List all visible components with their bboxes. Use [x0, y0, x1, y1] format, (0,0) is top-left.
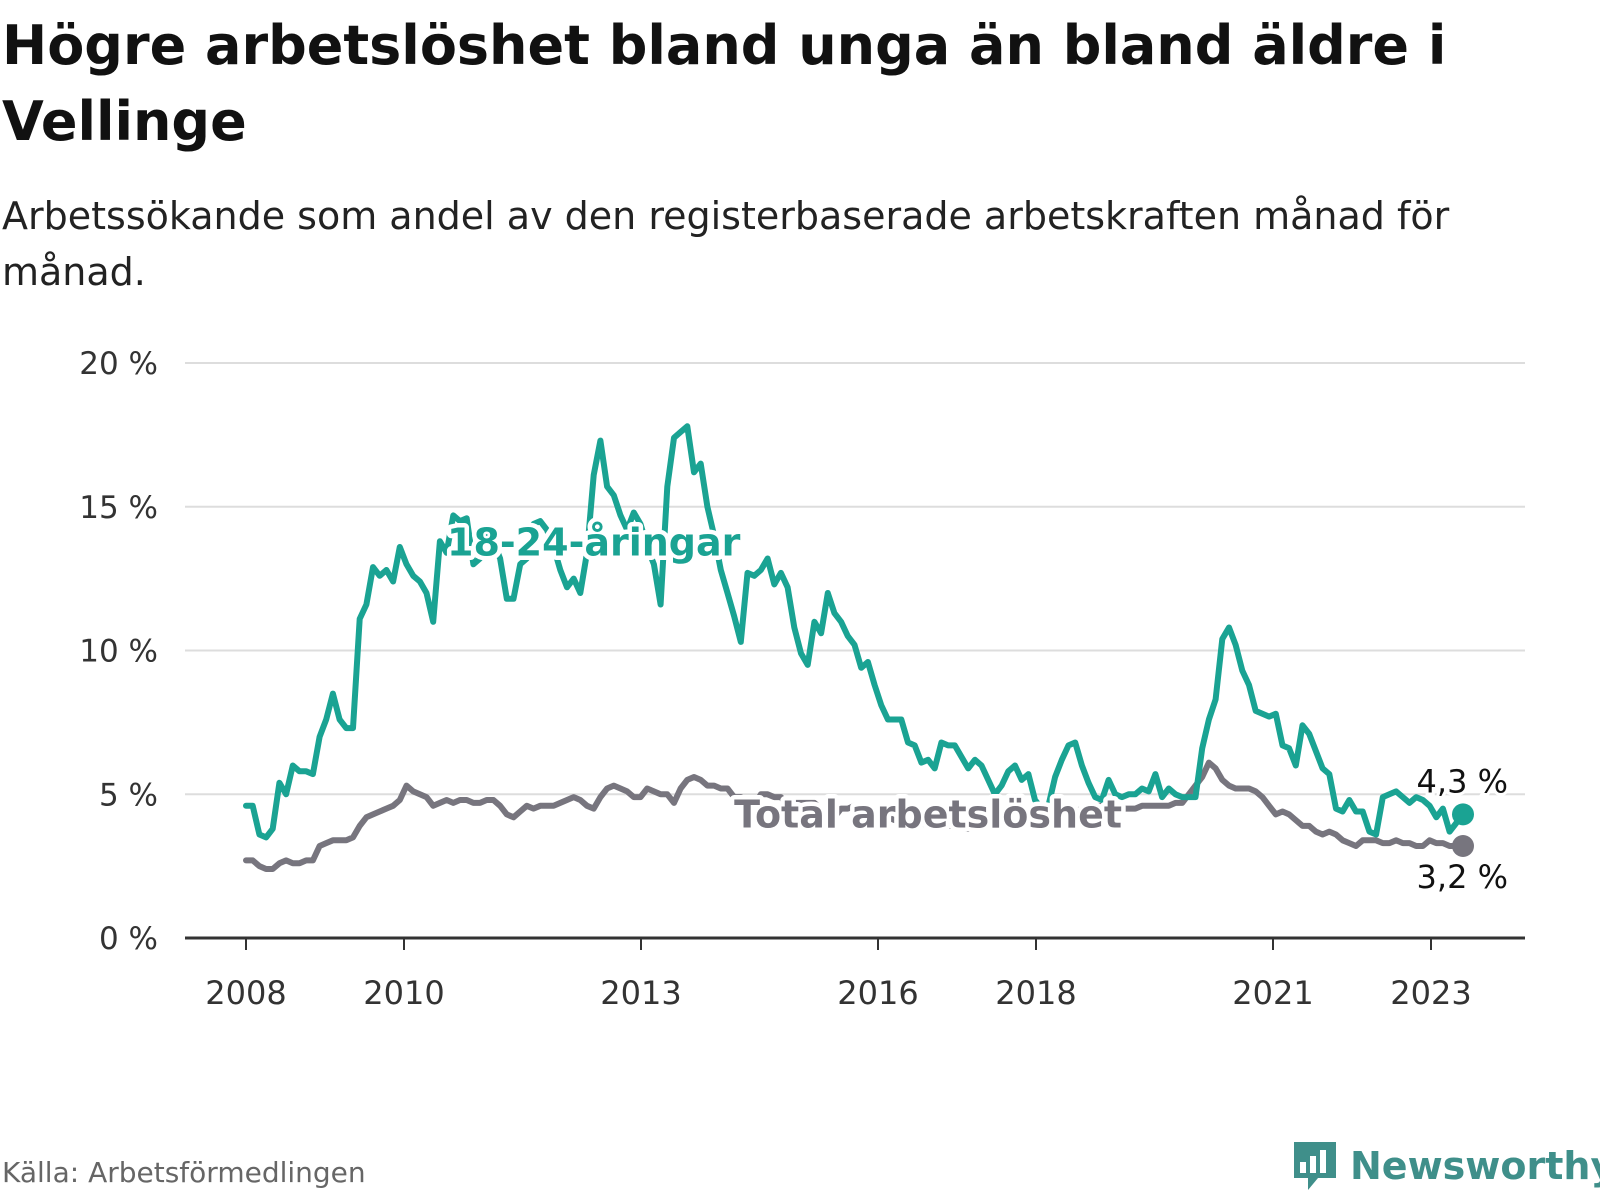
youth-series-label: 18-24-åringar — [447, 521, 741, 565]
youth-end-point — [1452, 803, 1474, 826]
total-end-point — [1452, 835, 1474, 857]
y-tick-label: 0 % — [99, 921, 158, 957]
total-series-line — [243, 759, 1466, 872]
y-tick-label: 15 % — [79, 490, 158, 526]
x-tick-label: 2023 — [1390, 974, 1471, 1012]
x-tick-label: 2013 — [600, 974, 681, 1012]
youth-series-line — [243, 423, 1466, 841]
x-tick-label: 2008 — [205, 974, 286, 1012]
chart-title: Högre arbetslöshet bland unga än bland ä… — [2, 14, 1447, 153]
x-tick-label: 2018 — [995, 974, 1076, 1012]
youth-end-value-label: 4,3 % — [1417, 762, 1508, 800]
x-tick-label: 2016 — [837, 974, 918, 1012]
x-tick-label: 2021 — [1232, 974, 1313, 1012]
y-tick-label: 10 % — [79, 634, 158, 670]
series-labels: 18-24-åringar 4,3 % Total arbetslöshet 3,2 … — [443, 516, 1511, 899]
gridlines — [185, 362, 1525, 796]
brand-logo[interactable]: Newsworthy — [1290, 1138, 1600, 1194]
y-tick-label: 5 % — [99, 777, 158, 813]
x-tick-label: 2010 — [363, 974, 444, 1012]
chart-subtitle: Arbetssökande som andel av den registerb… — [2, 194, 1450, 294]
y-axis-ticks: 0 % 5 % 10 % 15 % 20 % — [79, 346, 158, 957]
series-lines — [243, 423, 1474, 872]
total-series-label: Total arbetslöshet — [734, 792, 1122, 836]
brand-name: Newsworthy — [1350, 1144, 1600, 1188]
y-tick-label: 20 % — [79, 346, 158, 382]
source-note: Källa: Arbetsförmedlingen — [2, 1156, 366, 1189]
bar-chart-speech-bubble-icon — [1294, 1142, 1336, 1190]
total-end-value-label: 3,2 % — [1417, 858, 1508, 896]
x-axis: 2008 2010 2013 2016 2018 2021 2023 — [185, 936, 1525, 1012]
